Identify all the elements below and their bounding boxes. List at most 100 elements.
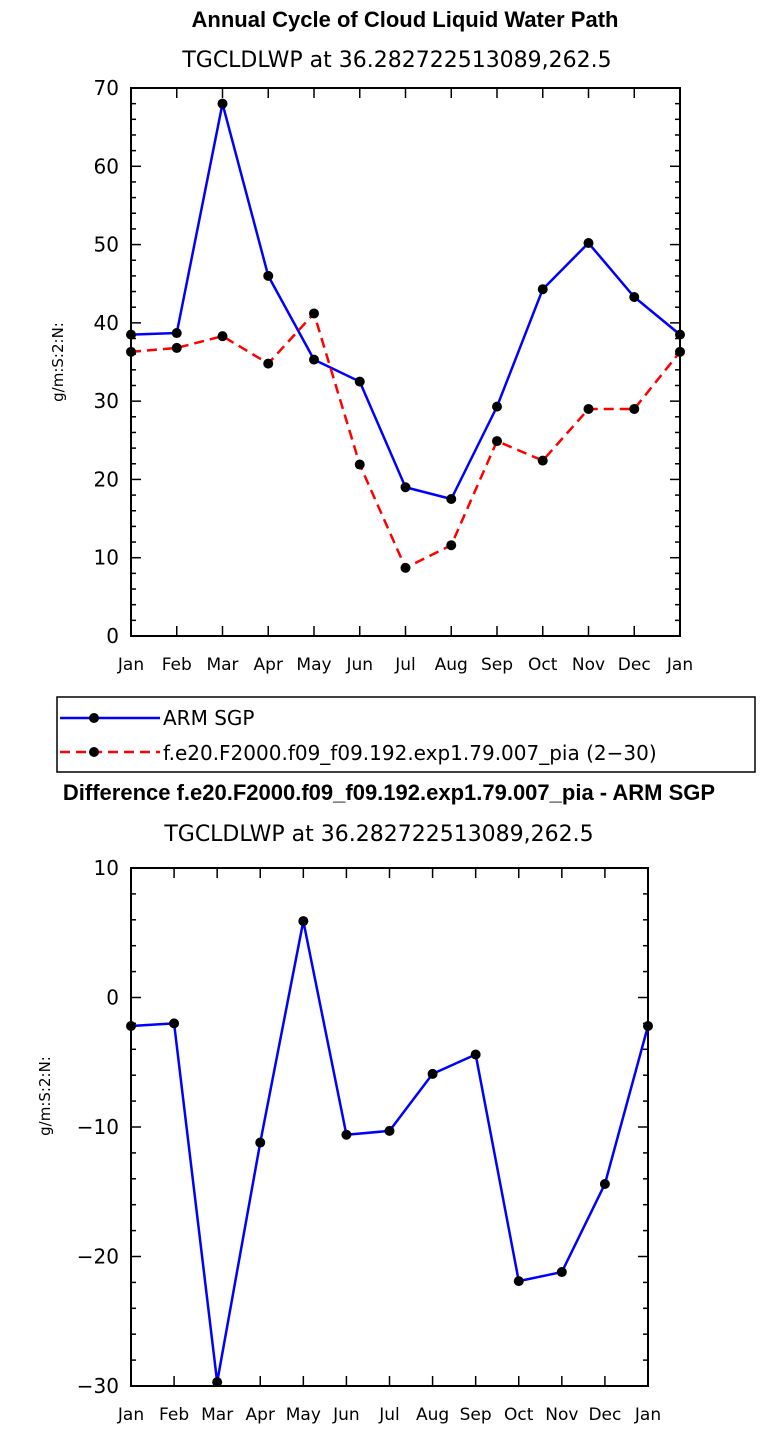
data-point xyxy=(629,403,640,414)
data-point xyxy=(169,1018,180,1029)
x-tick-label: Feb xyxy=(162,655,192,675)
y-tick-label: 10 xyxy=(94,546,119,570)
axes: 0 10 20 30 40 50 60 70 Jan Feb Mar Apr May Jun Jul Aug S… xyxy=(94,76,694,675)
data-point xyxy=(583,238,594,249)
x-tick-label: May xyxy=(296,655,331,675)
y-tick-label: −20 xyxy=(77,1245,119,1269)
y-tick-label: 70 xyxy=(94,76,119,100)
legend-label-arm: ARM SGP xyxy=(163,706,254,730)
data-point xyxy=(470,1049,481,1060)
data-point xyxy=(513,1276,524,1287)
y-tick-label: 20 xyxy=(94,467,119,491)
data-point xyxy=(492,401,502,412)
data-point xyxy=(643,1020,653,1031)
y-tick-label: −30 xyxy=(77,1374,119,1398)
legend: ARM SGP f.e20.F2000.f09_f09.192.exp1.79.… xyxy=(56,696,756,773)
legend-item-model: f.e20.F2000.f09_f09.192.exp1.79.007_pia … xyxy=(60,741,657,765)
chart-subtitle: TGCLDLWP at 36.282722513089,262.5 xyxy=(181,48,611,73)
y-tick-label: 30 xyxy=(94,389,119,413)
x-tick-label: Dec xyxy=(618,655,651,675)
y-tick-label: 40 xyxy=(94,311,119,335)
legend-marker-model xyxy=(89,747,99,757)
x-tick-label: Jun xyxy=(345,655,373,675)
axes: −30 −20 −10 0 10 Jan Feb Mar Apr May Jun Jul Aug Sep O… xyxy=(77,856,661,1425)
data-point xyxy=(217,331,228,342)
y-tick-label: 60 xyxy=(94,154,119,178)
series-line xyxy=(130,312,681,570)
y-tick-label: 50 xyxy=(94,233,119,257)
data-point xyxy=(675,329,685,340)
plot-area xyxy=(126,916,653,1388)
data-point xyxy=(537,284,548,295)
x-tick-label: Jan xyxy=(117,655,144,675)
annual-cycle-chart: Annual Cycle of Cloud Liquid Water Path … xyxy=(49,7,693,675)
chart-subtitle: TGCLDLWP at 36.282722513089,262.5 xyxy=(163,822,593,847)
data-point xyxy=(446,494,457,504)
data-point xyxy=(126,329,136,340)
x-tick-label: Nov xyxy=(572,655,605,675)
x-tick-label: Jan xyxy=(666,655,693,675)
y-tick-label: 10 xyxy=(94,856,119,880)
x-tick-label: Oct xyxy=(528,655,558,675)
plot-area xyxy=(126,98,685,573)
data-point xyxy=(126,346,136,357)
legend-box xyxy=(56,696,756,773)
data-point xyxy=(212,1377,223,1388)
data-point xyxy=(263,270,274,281)
data-point xyxy=(341,1129,352,1140)
legend-item-arm: ARM SGP xyxy=(60,706,254,730)
difference-chart: Difference f.e20.F2000.f09_f09.192.exp1.… xyxy=(36,780,715,1425)
x-tick-label: Dec xyxy=(588,1405,621,1425)
data-point xyxy=(263,358,274,369)
data-point xyxy=(400,482,411,493)
x-tick-label: Feb xyxy=(159,1405,189,1425)
legend-label-model: f.e20.F2000.f09_f09.192.exp1.79.007_pia … xyxy=(163,741,657,765)
data-point xyxy=(446,540,457,551)
x-tick-label: Sep xyxy=(460,1405,492,1425)
x-tick-label: Jul xyxy=(394,655,416,675)
x-tick-label: Jun xyxy=(332,1405,360,1425)
chart-title: Annual Cycle of Cloud Liquid Water Path xyxy=(192,7,619,32)
x-tick-label: Jan xyxy=(117,1405,144,1425)
data-point xyxy=(298,916,309,927)
data-point xyxy=(427,1068,438,1079)
y-axis-label: g/m:S:2:N: xyxy=(36,1056,54,1136)
x-tick-label: Oct xyxy=(504,1405,534,1425)
data-point xyxy=(354,459,365,470)
y-tick-label: 0 xyxy=(106,986,119,1010)
data-point xyxy=(217,98,228,109)
data-point xyxy=(583,403,594,414)
y-axis-label: g/m:S:2:N: xyxy=(49,322,67,402)
x-tick-label: Aug xyxy=(435,655,468,675)
data-point xyxy=(309,308,319,319)
y-tick-label: 0 xyxy=(106,624,119,648)
data-point xyxy=(171,328,182,339)
chart-title: Difference f.e20.F2000.f09_f09.192.exp1.… xyxy=(63,780,715,805)
y-tick-label: −10 xyxy=(77,1115,119,1139)
data-point xyxy=(126,1020,136,1031)
x-tick-label: Nov xyxy=(545,1405,578,1425)
x-tick-label: Sep xyxy=(481,655,513,675)
data-point xyxy=(675,346,685,357)
x-tick-label: Aug xyxy=(416,1405,449,1425)
data-point xyxy=(537,455,548,466)
data-point xyxy=(309,354,319,365)
data-point xyxy=(599,1178,610,1189)
data-point xyxy=(384,1125,395,1136)
x-tick-label: Jul xyxy=(378,1405,400,1425)
data-point xyxy=(556,1267,567,1278)
series-line xyxy=(130,919,650,1384)
x-tick-label: Jan xyxy=(634,1405,661,1425)
x-tick-label: May xyxy=(286,1405,321,1425)
x-tick-label: Mar xyxy=(206,655,238,675)
plot-frame xyxy=(130,87,681,637)
legend-marker-arm xyxy=(89,713,99,723)
data-point xyxy=(171,342,182,353)
series-line xyxy=(130,102,681,501)
data-point xyxy=(354,376,365,387)
x-tick-label: Apr xyxy=(254,655,283,675)
data-point xyxy=(492,436,502,447)
data-point xyxy=(255,1137,266,1148)
x-tick-label: Mar xyxy=(201,1405,233,1425)
